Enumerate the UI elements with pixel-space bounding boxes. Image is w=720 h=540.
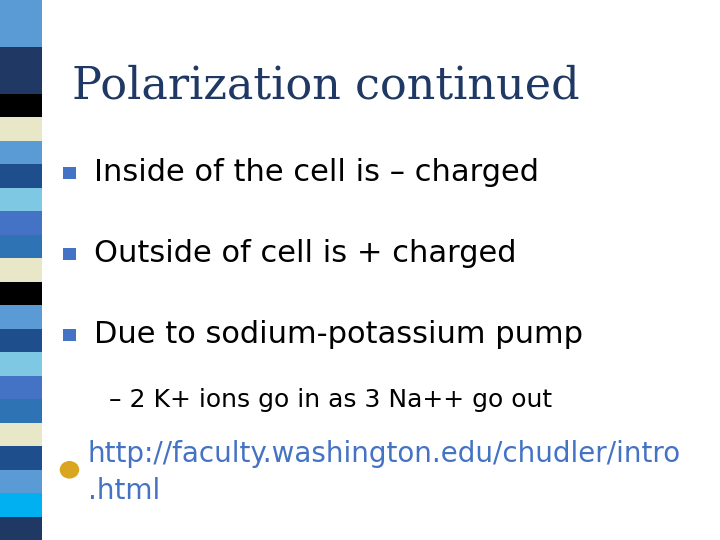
FancyBboxPatch shape [0,517,42,540]
FancyBboxPatch shape [0,117,42,141]
FancyBboxPatch shape [63,248,76,260]
FancyBboxPatch shape [0,493,42,517]
FancyBboxPatch shape [0,47,42,70]
Text: Due to sodium-potassium pump: Due to sodium-potassium pump [94,320,582,349]
FancyBboxPatch shape [0,470,42,493]
FancyBboxPatch shape [0,70,42,94]
FancyBboxPatch shape [0,164,42,188]
FancyBboxPatch shape [0,235,42,258]
FancyBboxPatch shape [0,329,42,352]
FancyBboxPatch shape [0,305,42,329]
FancyBboxPatch shape [63,329,76,341]
Text: Outside of cell is + charged: Outside of cell is + charged [94,239,516,268]
Text: .html: .html [88,477,160,505]
Text: http://faculty.washington.edu/chudler/intro: http://faculty.washington.edu/chudler/in… [88,440,680,468]
FancyBboxPatch shape [0,423,42,446]
Circle shape [60,462,78,478]
FancyBboxPatch shape [0,0,42,23]
Text: – 2 K+ ions go in as 3 Na++ go out: – 2 K+ ions go in as 3 Na++ go out [109,388,552,411]
FancyBboxPatch shape [0,23,42,47]
Text: Polarization continued: Polarization continued [73,65,580,108]
FancyBboxPatch shape [0,94,42,117]
FancyBboxPatch shape [0,188,42,211]
FancyBboxPatch shape [0,258,42,282]
FancyBboxPatch shape [0,399,42,423]
FancyBboxPatch shape [0,446,42,470]
FancyBboxPatch shape [63,167,76,179]
FancyBboxPatch shape [0,211,42,235]
Text: Inside of the cell is – charged: Inside of the cell is – charged [94,158,539,187]
FancyBboxPatch shape [0,282,42,305]
FancyBboxPatch shape [0,376,42,399]
FancyBboxPatch shape [0,141,42,164]
FancyBboxPatch shape [0,352,42,376]
